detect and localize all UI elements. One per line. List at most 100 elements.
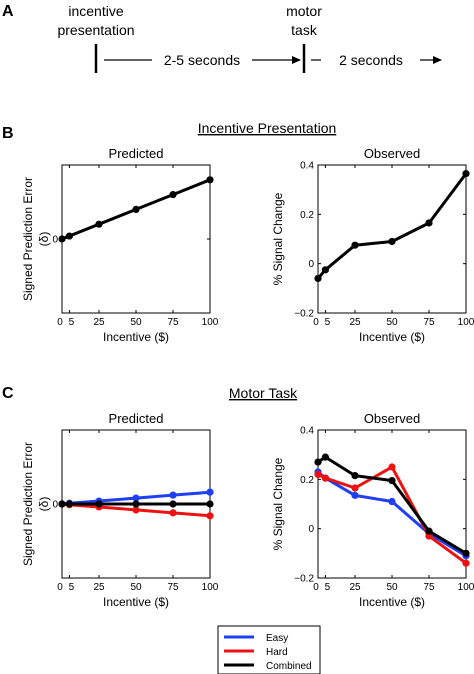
chart-b-observed-xlabel: Incentive ($) <box>359 330 425 344</box>
chart-c-observed-point-easy <box>351 491 359 499</box>
chart-c-predicted-xtick-label: 25 <box>93 582 105 593</box>
chart-b-observed-ytick-label: 0.2 <box>300 210 314 221</box>
chart-c-observed-xtick-label: 75 <box>423 582 435 593</box>
chart-c-predicted-point-hard <box>132 506 140 514</box>
chart-c-observed-xtick-label: 25 <box>349 582 361 593</box>
chart-c-predicted-point-combined <box>95 500 103 508</box>
timeline-event2-line2: task <box>291 22 318 38</box>
panel-letter-c: C <box>2 385 14 402</box>
chart-c-observed-xtick-label: 100 <box>458 582 474 593</box>
chart-b-predicted-point-series0 <box>206 176 214 184</box>
chart-c-predicted-point-combined <box>58 500 66 508</box>
timeline-event1-line1: incentive <box>68 3 123 19</box>
timeline-event2-line1: motor <box>286 3 322 19</box>
chart-b-observed-point-series0 <box>351 241 359 249</box>
chart-b-predicted-ylabel: Signed Prediction Error <box>21 177 35 301</box>
chart-b-predicted-xtick-label: 75 <box>167 317 179 328</box>
chart-c-observed-point-hard <box>351 484 359 492</box>
legend-label-hard: Hard <box>266 647 288 658</box>
chart-c-predicted-point-combined <box>169 500 177 508</box>
chart-c-predicted-title: Predicted <box>109 411 164 426</box>
chart-c-predicted-point-hard <box>169 509 177 517</box>
panel-letter-b: B <box>2 125 14 142</box>
section-b-title: Incentive Presentation <box>198 120 337 136</box>
chart-b-observed-xtick-label: 25 <box>349 317 361 328</box>
chart-b-observed-ytick-label: −0.2 <box>294 309 314 320</box>
chart-b-predicted-xlabel: Incentive ($) <box>103 330 169 344</box>
chart-c-observed-point-combined <box>351 472 359 480</box>
chart-b-observed-point-series0 <box>314 274 322 283</box>
chart-c-observed-point-combined <box>462 549 470 557</box>
chart-b-observed-xtick-label: 75 <box>423 317 435 328</box>
chart-b-predicted-xtick-label: 5 <box>69 317 75 328</box>
chart-c-observed-line-combined <box>317 455 467 555</box>
chart-b-observed-xtick-label: 100 <box>458 317 474 328</box>
chart-b-predicted-ytick-label: 0 <box>52 235 58 246</box>
chart-c-observed-point-combined <box>321 453 329 461</box>
chart-c-observed-xtick-label: 50 <box>386 582 398 593</box>
chart-c-predicted-point-easy <box>169 491 177 499</box>
chart-b-observed-line-series0 <box>316 172 468 280</box>
timeline-interval-1: 2-5 seconds <box>164 52 240 68</box>
legend-label-easy: Easy <box>266 633 288 644</box>
chart-b-observed-point-series0 <box>321 266 329 274</box>
chart-b-observed-xtick-label: 50 <box>386 317 398 328</box>
chart-c-predicted-point-hard <box>206 512 214 520</box>
chart-b-observed-xtick-label: 5 <box>325 317 331 328</box>
chart-b-predicted-xtick-label: 0 <box>57 317 63 328</box>
chart-c-observed-ytick-label: 0.4 <box>300 426 314 437</box>
chart-c-predicted-ylabel: (δ) <box>37 497 51 512</box>
chart-b-observed-ytick-label: 0.4 <box>300 161 314 172</box>
chart-b-predicted-xtick-label: 25 <box>93 317 105 328</box>
chart-b-predicted-point-series0 <box>58 235 66 243</box>
legend-label-combined: Combined <box>266 661 312 672</box>
chart-c-observed-point-hard <box>321 474 329 482</box>
chart-c-observed-xtick-label: 5 <box>325 582 331 593</box>
chart-c-observed-point-hard <box>462 559 470 567</box>
chart-c-predicted-point-easy <box>206 488 214 496</box>
panel-letter-a: A <box>2 3 14 20</box>
panel-a: A incentive presentation motor task 2-5 … <box>2 3 442 73</box>
chart-b-predicted-point-series0 <box>132 205 140 213</box>
timeline-interval-2: 2 seconds <box>339 52 403 68</box>
chart-c-observed-point-combined <box>425 527 433 535</box>
chart-b-observed-ylabel: % Signal Change <box>271 192 285 285</box>
chart-c-observed-point-hard <box>314 470 322 478</box>
chart-b-predicted-point-series0 <box>169 191 177 199</box>
chart-b-observed-title: Observed <box>364 146 420 161</box>
chart-c-observed-point-hard <box>425 532 433 540</box>
chart-b-predicted-point-series0 <box>65 232 73 240</box>
chart-c-observed-point-combined <box>314 458 322 466</box>
chart-c-observed-ylabel: % Signal Change <box>271 457 285 550</box>
chart-c-predicted-xlabel: Incentive ($) <box>103 595 169 609</box>
chart-c-predicted-ylabel: Signed Prediction Error <box>21 442 35 566</box>
chart-c-predicted-point-combined <box>206 500 214 508</box>
chart-c-predicted-xtick-label: 100 <box>202 582 219 593</box>
chart-c-observed-ytick-label: 0.2 <box>300 475 314 486</box>
chart-c-observed-xlabel: Incentive ($) <box>359 595 425 609</box>
chart-c-predicted-xtick-label: 5 <box>69 582 75 593</box>
chart-c-observed-title: Observed <box>364 411 420 426</box>
chart-c-observed-xtick-label: 0 <box>313 582 319 593</box>
legend: Easy Hard Combined <box>217 625 321 674</box>
chart-b-observed-xtick-label: 0 <box>313 317 319 328</box>
timeline-event1-line2: presentation <box>57 22 134 38</box>
chart-b-observed-ytick-label: 0 <box>308 259 314 270</box>
chart-c-predicted-point-combined <box>65 500 73 508</box>
chart-b-predicted-title: Predicted <box>109 146 164 161</box>
chart-c-predicted-point-combined <box>132 500 140 508</box>
chart-b-predicted-point-series0 <box>95 220 103 228</box>
chart-b-observed-point-series0 <box>425 219 433 227</box>
chart-c-predicted-xtick-label: 50 <box>130 582 142 593</box>
chart-b-predicted-ylabel: (δ) <box>37 232 51 247</box>
section-c-title: Motor Task <box>229 385 298 401</box>
chart-c-observed-point-combined <box>388 476 396 485</box>
chart-c-predicted-point-easy <box>132 494 140 502</box>
chart-b-observed-point-series0 <box>388 237 396 246</box>
chart-c-predicted-xtick-label: 0 <box>57 582 63 593</box>
